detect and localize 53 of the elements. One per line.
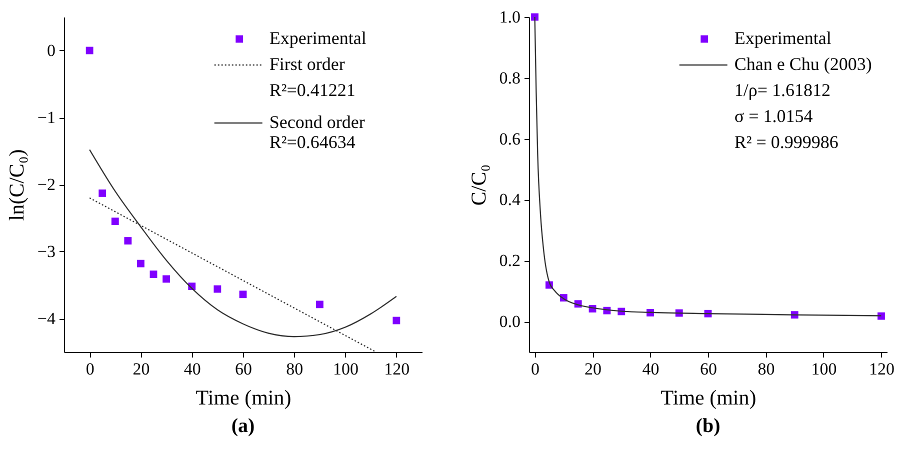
x-tick-label: 60: [235, 360, 252, 378]
y-tick-label: 1.0: [499, 8, 520, 26]
point: [111, 218, 119, 226]
x-tick-label: 0: [86, 360, 94, 378]
point: [162, 275, 170, 283]
y-tick-label: 0.0: [499, 312, 520, 332]
point: [316, 300, 324, 308]
legend-label: Experimental: [269, 28, 366, 48]
x-tick-label: 80: [286, 360, 304, 378]
x-tick-label: 40: [642, 360, 660, 378]
point: [878, 312, 885, 320]
x-axis-title: Time (min): [660, 386, 756, 410]
point: [214, 285, 222, 293]
x-tick-label: 60: [700, 360, 717, 378]
y-tick-label: 0.6: [499, 129, 520, 148]
x-tick-label: 80: [758, 360, 775, 378]
legend-label: Experimental: [734, 28, 832, 48]
annotation: R² = 0.999986: [734, 132, 838, 152]
x-tick-label: 100: [811, 360, 837, 378]
annotation: 1/ρ= 1.61812: [734, 80, 830, 100]
point: [239, 290, 247, 298]
x-tick-label: 20: [584, 360, 602, 378]
y-tick-label: −2: [37, 175, 56, 194]
point: [86, 46, 94, 54]
y-tick-label: 0.2: [499, 251, 520, 270]
x-tick-label: 120: [384, 360, 410, 378]
x-tick-label: 120: [868, 360, 894, 378]
y-tick-label: 0.4: [499, 190, 521, 210]
point: [392, 316, 400, 324]
y-axis-title: C/C₀: [466, 164, 490, 206]
x-tick-label: 20: [132, 360, 150, 378]
point: [124, 237, 132, 244]
x-axis-title: Time (min): [196, 386, 292, 410]
y-tick-label: 0: [47, 41, 56, 60]
point: [150, 270, 158, 278]
y-tick-label: −1: [37, 108, 56, 127]
text: (a): [231, 415, 255, 437]
y-axis-title: ln(C/C₀): [4, 149, 28, 221]
point: [137, 260, 144, 268]
legend-label: Second order: [269, 112, 365, 132]
annotation: R²=0.41221: [269, 80, 356, 100]
text: (b): [696, 415, 720, 437]
annotation: R²=0.64634: [269, 132, 356, 152]
x-tick-label: 100: [333, 360, 359, 378]
x-tick-label: 0: [531, 360, 540, 378]
legend-label: Chan e Chu (2003): [734, 54, 872, 74]
y-tick-label: −4: [37, 309, 56, 328]
point: [98, 190, 106, 197]
legend-label: First order: [269, 54, 345, 74]
y-tick-label: −3: [37, 242, 56, 261]
annotation: σ = 1.0154: [734, 106, 813, 126]
y-tick-label: 0.8: [499, 68, 520, 88]
x-tick-label: 40: [184, 360, 201, 378]
